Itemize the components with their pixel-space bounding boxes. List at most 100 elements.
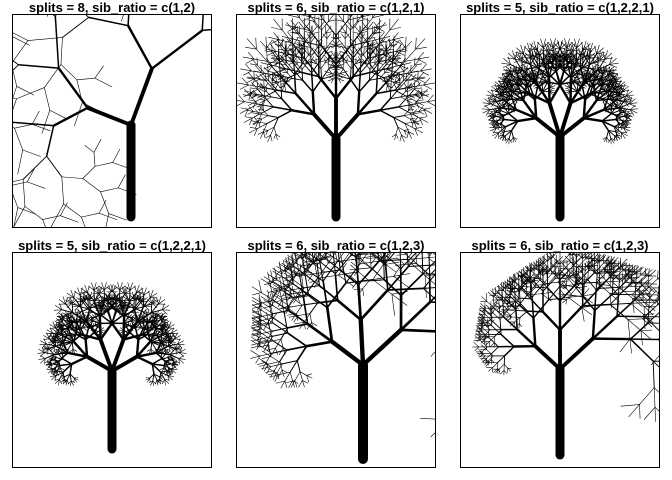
tree-branch <box>61 309 74 314</box>
tree-branch <box>355 61 362 64</box>
tree-branch <box>156 312 162 317</box>
tree-branch <box>164 379 170 381</box>
tree-branch <box>330 60 335 67</box>
tree-branch <box>251 87 262 93</box>
tree-branch <box>335 45 352 65</box>
tree-branch <box>360 33 368 43</box>
tree-branch <box>299 71 320 78</box>
tree-branch <box>301 69 304 81</box>
tree-branch <box>73 290 76 298</box>
tree-branch <box>275 338 282 349</box>
tree-branch <box>156 310 160 317</box>
tree-branch <box>169 347 177 355</box>
tree-branch <box>601 118 617 122</box>
tree-branch <box>267 313 274 324</box>
tree-branch <box>404 58 419 62</box>
tree-branch <box>121 286 125 294</box>
tree-branch <box>94 162 113 167</box>
tree-branch <box>103 310 106 316</box>
tree-branch <box>370 50 375 56</box>
tree-branch <box>326 45 336 48</box>
tree-branch <box>48 346 56 348</box>
tree-branch <box>284 269 294 277</box>
tree-branch <box>165 351 171 355</box>
tree-branch <box>296 313 299 321</box>
tree-branch <box>49 335 55 339</box>
tree-branch <box>541 45 548 52</box>
tree-branch <box>69 363 73 375</box>
tree-branch <box>547 101 562 139</box>
tree-branch <box>155 352 166 362</box>
tree-branch <box>143 287 147 296</box>
tree-branch <box>607 80 610 89</box>
tree-branch <box>367 31 374 40</box>
tree-branch <box>539 72 543 79</box>
tree-branch <box>491 120 496 127</box>
tree-branch <box>358 47 365 56</box>
tree-branch <box>101 307 106 312</box>
tree-branch <box>621 122 628 124</box>
tree-branch <box>387 74 392 80</box>
tree-branch <box>299 371 308 376</box>
tree-branch <box>96 307 102 311</box>
tree-branch <box>93 292 101 302</box>
tree-branch <box>582 99 598 120</box>
tree-branch <box>70 380 76 384</box>
tree-branch <box>365 33 373 43</box>
tree-branch <box>167 371 172 373</box>
tree-branch <box>535 73 540 80</box>
tree-branch <box>251 94 258 98</box>
tree-branch <box>511 130 514 138</box>
tree-branch <box>156 379 161 384</box>
tree-branch <box>47 349 49 355</box>
tree-branch <box>93 152 96 167</box>
tree-branch <box>148 380 154 384</box>
tree-branch <box>98 315 102 341</box>
tree-branch <box>276 75 284 78</box>
tree-branch <box>50 341 55 346</box>
tree-branch <box>261 90 267 92</box>
tree-branch <box>535 47 539 56</box>
tree-branch <box>294 92 316 116</box>
tree-branch <box>503 74 511 78</box>
tree-branch <box>601 73 609 85</box>
tree-branch <box>54 379 60 384</box>
tree-branch <box>314 21 322 31</box>
tree-branch <box>92 314 102 319</box>
tree-branch <box>256 104 263 108</box>
tree-branch <box>159 367 165 370</box>
tree-branch <box>356 109 382 116</box>
tree-branch <box>601 120 615 128</box>
tree-branch <box>263 322 269 330</box>
tree-branch <box>246 78 256 83</box>
tree-branch <box>168 332 172 339</box>
tree-branch <box>87 16 129 27</box>
tree-branch <box>546 67 551 73</box>
tree-branch <box>581 83 588 86</box>
tree-branch <box>338 263 347 276</box>
tree-branch <box>548 43 552 52</box>
tree-branch <box>567 88 571 92</box>
tree-branch <box>544 43 548 52</box>
tree-branch <box>167 370 172 375</box>
tree-branch <box>54 15 57 17</box>
tree-branch <box>582 70 586 78</box>
tree-branch <box>43 335 50 340</box>
tree-branch <box>359 260 382 265</box>
tree-branch <box>61 334 75 343</box>
tree-branch <box>608 137 612 143</box>
tree-branch <box>74 377 79 379</box>
tree-branch <box>610 137 615 144</box>
tree-branch <box>601 120 610 132</box>
tree-branch <box>95 322 101 330</box>
tree-branch <box>167 331 170 339</box>
tree-branch <box>160 316 163 323</box>
tree-branch <box>62 363 73 374</box>
tree-branch <box>76 297 83 302</box>
tree-branch <box>303 267 314 275</box>
tree-branch <box>79 294 86 300</box>
tree-branch <box>168 321 172 329</box>
tree-branch <box>271 347 276 356</box>
tree-branch <box>294 380 298 388</box>
tree-branch <box>258 279 262 293</box>
